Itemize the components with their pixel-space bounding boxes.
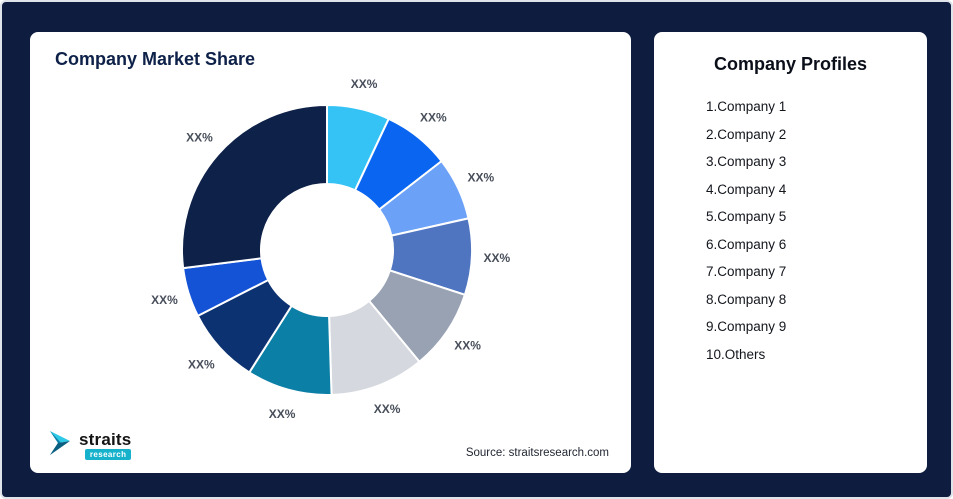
list-item: 1.Company 1	[706, 99, 787, 114]
market-share-donut: XX% XX% XX% XX% XX% XX% XX% XX% XX% XX%	[151, 77, 510, 421]
list-item: 4.Company 4	[706, 181, 787, 197]
company-profiles-card: Company Profiles 1.Company 1 2.Company 2…	[654, 32, 927, 473]
profiles-title: Company Profiles	[713, 54, 868, 74]
logo-name: straits	[79, 430, 132, 449]
market-share-card: Company Market Share XX% XX% XX% XX% XX% XX% X…	[30, 32, 631, 473]
list-item: 8.Company 8	[706, 291, 787, 307]
slice-percent-label: XX%	[186, 131, 213, 145]
list-item: 3.Company 3	[706, 154, 787, 169]
slice-percent-label: XX%	[420, 110, 447, 124]
straits-logo-icon	[48, 430, 74, 461]
donut-segment	[181, 103, 328, 270]
logo-text: straits research	[79, 430, 132, 460]
slice-percent-label: XX%	[467, 171, 494, 185]
list-item: 6.Company 6	[706, 236, 787, 252]
list-item: 10.Others	[706, 346, 766, 362]
list-item: 2.Company 2	[706, 126, 787, 142]
profiles-list: 1.Company 1 2.Company 2 3.Company 3 4.Co…	[654, 93, 927, 368]
source-attribution: Source: straitsresearch.com	[465, 447, 609, 459]
straits-research-logo: straits research	[48, 430, 132, 461]
slice-percent-label: XX%	[351, 77, 378, 91]
slice-percent-label: XX%	[454, 339, 481, 353]
slice-percent-label: XX%	[188, 357, 215, 371]
chart-title: Company Market Share	[55, 49, 256, 69]
slice-percent-label: XX%	[374, 402, 401, 416]
list-item: 5.Company 5	[706, 209, 787, 224]
list-item: 9.Company 9	[706, 319, 787, 334]
slice-percent-label: XX%	[151, 293, 178, 307]
slice-percent-label: XX%	[483, 251, 510, 265]
list-item: 7.Company 7	[706, 264, 787, 279]
slice-percent-label: XX%	[269, 407, 296, 421]
logo-subtitle: research	[84, 449, 132, 460]
